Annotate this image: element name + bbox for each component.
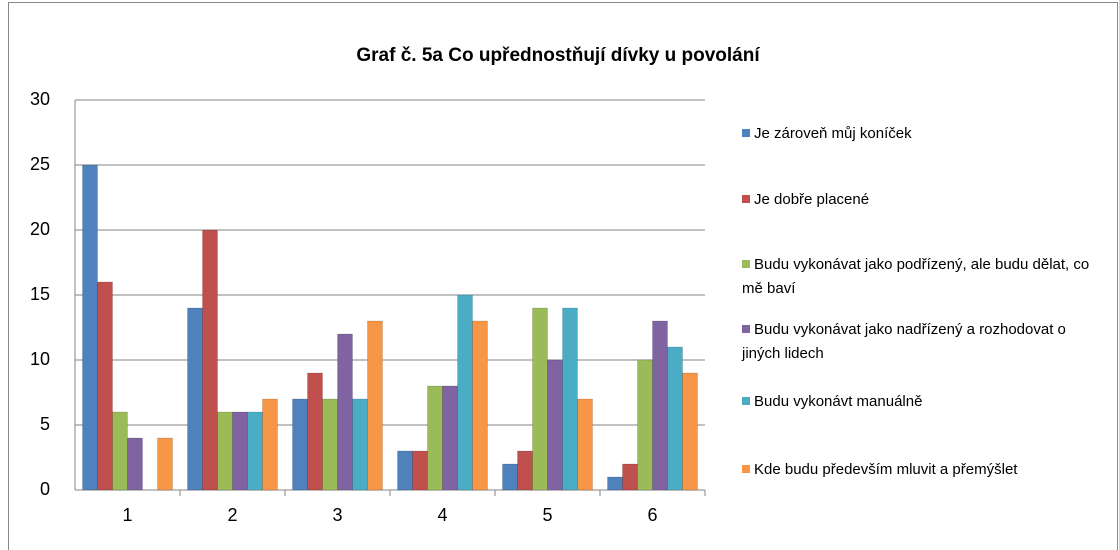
y-tick-label: 10 — [30, 349, 50, 369]
legend-entry: Je dobře placené — [742, 188, 1102, 212]
legend-entry: Je zároveň můj koníček — [742, 122, 1102, 146]
y-tick-label: 30 — [30, 89, 50, 109]
bar — [247, 411, 263, 491]
bar — [442, 385, 458, 491]
legend-label: Budu vykonávat jako nadřízený a rozhodov… — [742, 321, 1066, 362]
y-tick-label: 20 — [30, 219, 50, 239]
legend-entry: Budu vykonávt manuálně — [742, 390, 1102, 414]
bar — [157, 437, 173, 491]
bar — [547, 359, 563, 491]
bar — [427, 385, 443, 491]
y-tick-label: 15 — [30, 284, 50, 304]
bar — [607, 476, 623, 491]
bar — [532, 307, 548, 491]
bar — [112, 411, 128, 491]
bar — [97, 281, 113, 491]
y-tick-label: 25 — [30, 154, 50, 174]
x-tick-label: 1 — [122, 505, 132, 525]
y-tick-label: 5 — [40, 414, 50, 434]
bar — [127, 437, 143, 491]
legend-label: Je dobře placené — [754, 191, 870, 208]
bar — [577, 398, 593, 491]
bar — [262, 398, 278, 491]
bar — [217, 411, 233, 491]
legend-swatch — [742, 397, 750, 405]
legend-label: Budu vykonávat jako podřízený, ale budu … — [742, 256, 1090, 297]
chart-title: Graf č. 5a Co upřednostňují dívky u povo… — [356, 45, 760, 66]
bar — [412, 450, 428, 491]
bar — [502, 463, 518, 491]
x-tick-label: 2 — [227, 505, 237, 525]
legend-swatch — [742, 325, 750, 333]
y-tick-label: 0 — [40, 479, 50, 499]
bar — [82, 164, 98, 491]
bar — [472, 320, 488, 491]
bar — [232, 411, 248, 491]
bar — [202, 229, 218, 491]
legend-label: Budu vykonávt manuálně — [754, 393, 923, 410]
legend-label: Kde budu především mluvit a přemýšlet — [754, 461, 1018, 478]
bar — [292, 398, 308, 491]
x-tick-label: 3 — [332, 505, 342, 525]
bar — [682, 372, 698, 491]
bar — [667, 346, 683, 491]
x-tick-label: 6 — [647, 505, 657, 525]
legend-entry: Budu vykonávat jako nadřízený a rozhodov… — [742, 318, 1102, 366]
bar — [637, 359, 653, 491]
x-tick-label: 5 — [542, 505, 552, 525]
legend-swatch — [742, 195, 750, 203]
x-tick-label: 4 — [437, 505, 447, 525]
legend-swatch — [742, 129, 750, 137]
bar — [457, 294, 473, 491]
legend-entry: Kde budu především mluvit a přemýšlet — [742, 458, 1102, 482]
bar — [367, 320, 383, 491]
bar — [397, 450, 413, 491]
legend-entry: Budu vykonávat jako podřízený, ale budu … — [742, 253, 1102, 301]
bar — [187, 307, 203, 491]
legend-swatch — [742, 260, 750, 268]
bar — [352, 398, 368, 491]
bar — [652, 320, 668, 491]
legend-swatch — [742, 465, 750, 473]
bar — [337, 333, 353, 491]
bar — [322, 398, 338, 491]
bar — [622, 463, 638, 491]
bar — [562, 307, 578, 491]
bar — [307, 372, 323, 491]
bar — [517, 450, 533, 491]
legend-label: Je zároveň můj koníček — [754, 125, 912, 142]
